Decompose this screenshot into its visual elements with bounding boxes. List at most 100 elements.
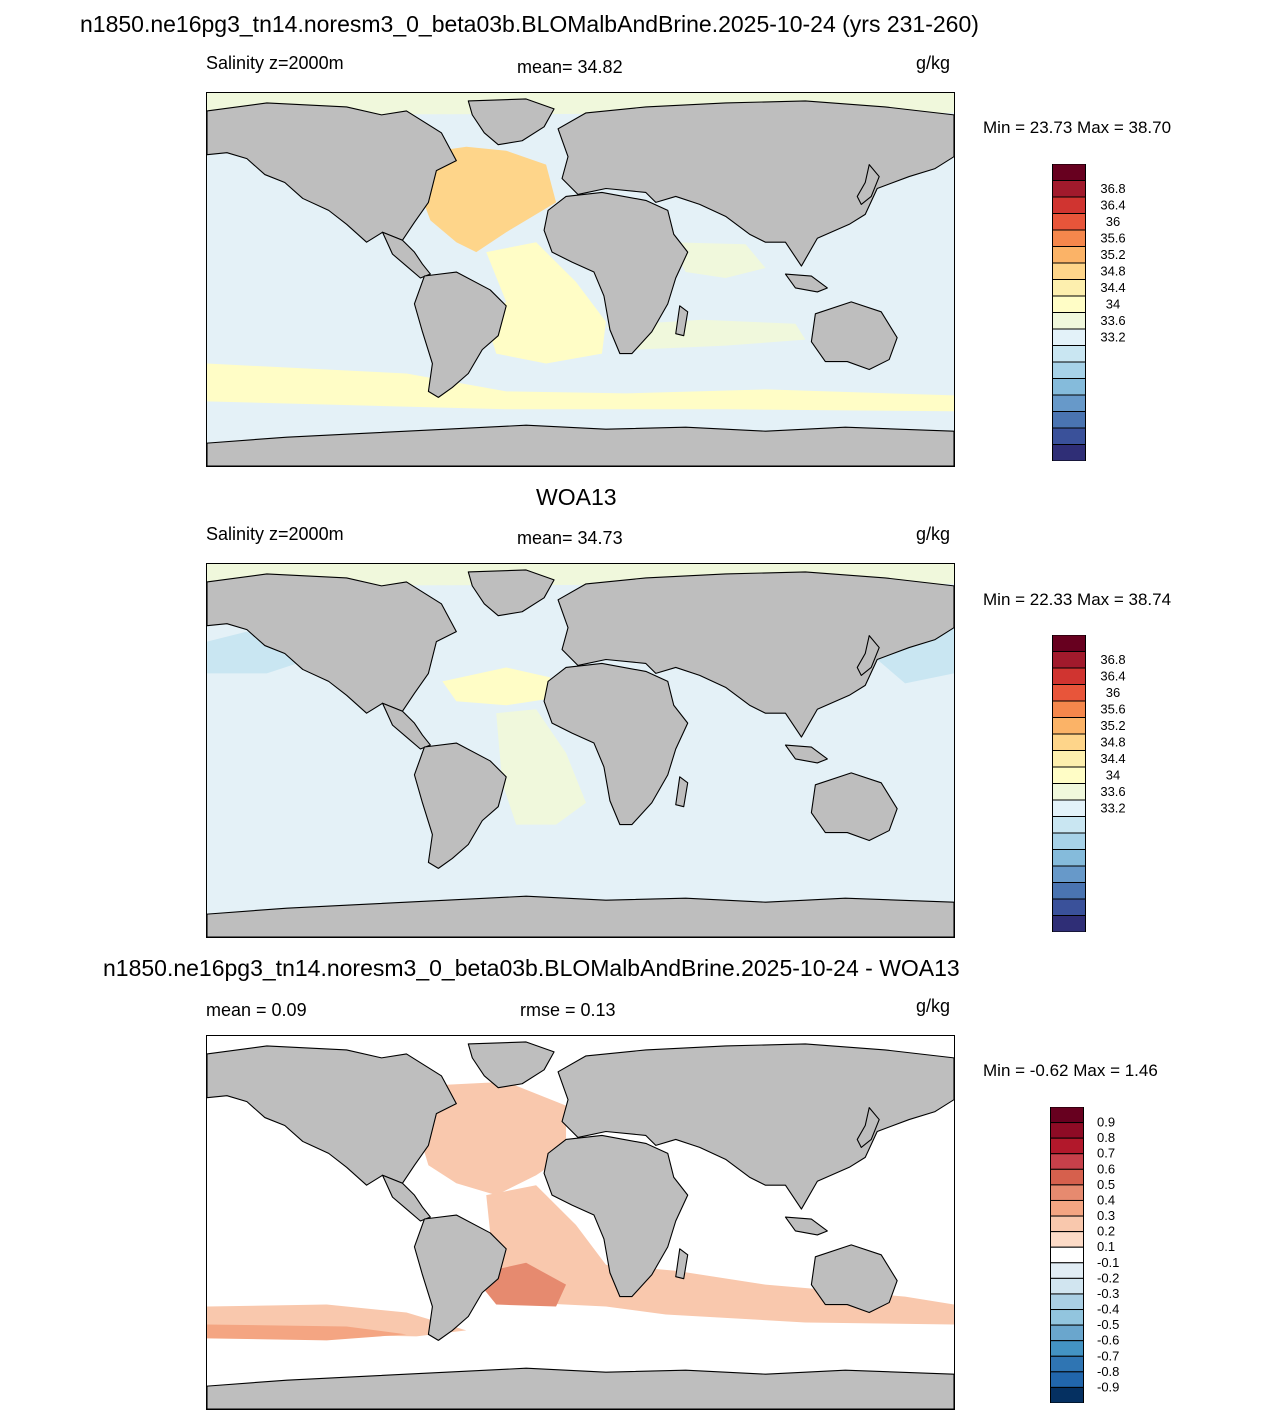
colorbar-swatch	[1052, 394, 1086, 412]
colorbar-swatch	[1050, 1277, 1084, 1295]
colorbar-swatch	[1050, 1309, 1084, 1326]
colorbar-swatch	[1052, 766, 1086, 784]
colorbar-label: 34.8	[1100, 734, 1125, 749]
land-eurasia	[557, 100, 954, 267]
land-antarctica	[207, 1367, 954, 1409]
colorbar-label: 0.9	[1097, 1115, 1115, 1130]
colorbar-swatch	[1052, 312, 1086, 330]
panel1-mean-label: mean= 34.82	[517, 57, 623, 77]
colorbar-swatch	[1052, 783, 1086, 801]
panel3-min-max: Min = -0.62 Max = 1.46	[983, 1061, 1158, 1080]
colorbar-swatch	[1052, 684, 1086, 702]
land-central-america	[381, 1174, 431, 1222]
salinity-region	[207, 631, 297, 674]
land-africa	[543, 662, 689, 826]
colorbar-swatch	[1050, 1293, 1084, 1311]
panel2-map	[206, 563, 955, 938]
panel2-units: g/kg	[916, 524, 951, 544]
colorbar-label: -0.5	[1097, 1317, 1119, 1332]
colorbar-label: 0.6	[1097, 1161, 1115, 1176]
colorbar-swatch	[1050, 1355, 1084, 1373]
colorbar-swatch	[1052, 667, 1086, 685]
colorbar-label: 0.4	[1097, 1192, 1115, 1207]
colorbar-swatch	[1050, 1184, 1084, 1201]
colorbar-swatch	[1050, 1199, 1084, 1217]
colorbar-swatch	[1050, 1215, 1084, 1233]
panel2-min-max: Min = 22.33 Max = 38.74	[983, 590, 1172, 609]
colorbar-label: 0.2	[1097, 1224, 1115, 1239]
land-central-america	[381, 231, 431, 279]
colorbar-swatch	[1052, 750, 1086, 768]
panel3-map	[206, 1035, 955, 1410]
colorbar-label: 36.4	[1100, 668, 1125, 683]
land-eurasia	[557, 1043, 954, 1210]
colorbar-swatch	[1052, 345, 1086, 363]
land-indonesia	[784, 273, 828, 293]
salinity-region	[442, 667, 551, 706]
land-greenland	[467, 1041, 555, 1089]
colorbar-swatch	[1050, 1231, 1084, 1248]
colorbar-swatch	[1052, 634, 1086, 652]
land-eurasia	[557, 571, 954, 738]
colorbar-swatch	[1050, 1153, 1084, 1170]
colorbar-label: 33.6	[1100, 784, 1125, 799]
land-indonesia	[784, 744, 828, 764]
land-south-america	[413, 271, 507, 398]
colorbar-label: -0.7	[1097, 1348, 1119, 1363]
panel1-units: g/kg	[916, 53, 951, 73]
colorbar-label: 33.6	[1100, 313, 1125, 328]
land-north-america	[207, 102, 457, 243]
panel1-min-max: Min = 23.73 Max = 38.70	[983, 118, 1172, 137]
colorbar-label: 34.4	[1100, 280, 1125, 295]
colorbar-label: 36	[1106, 685, 1120, 700]
land-greenland	[467, 98, 555, 146]
colorbar-label: 36.8	[1100, 181, 1125, 196]
map-svg	[207, 93, 954, 466]
colorbar-swatch	[1052, 378, 1086, 396]
colorbar-swatch	[1052, 865, 1086, 883]
salinity-region	[605, 319, 806, 350]
colorbar-label: -0.8	[1097, 1364, 1119, 1379]
panel2-title: WOA13	[536, 484, 617, 510]
colorbar-label: -0.3	[1097, 1286, 1119, 1301]
land-japan	[856, 1107, 880, 1148]
colorbar-swatch	[1052, 444, 1086, 462]
land-north-america	[207, 1045, 457, 1186]
colorbar-swatch	[1052, 898, 1086, 916]
salinity-region	[416, 1081, 567, 1196]
colorbar-swatch	[1052, 816, 1086, 834]
colorbar-label: 35.2	[1100, 718, 1125, 733]
salinity-region	[496, 709, 586, 825]
colorbar-swatch	[1052, 196, 1086, 214]
colorbar-swatch	[1050, 1324, 1084, 1342]
land-africa	[543, 1134, 689, 1298]
panel2-colorbar: 36.8 36.4 36 35.6 35.2 34.8 34.4 34 33.6 33.2	[1052, 634, 1162, 933]
colorbar-label: 35.6	[1100, 230, 1125, 245]
colorbar-swatch	[1052, 163, 1086, 181]
land-indonesia	[784, 1216, 828, 1236]
colorbar-label: -0.4	[1097, 1302, 1119, 1317]
colorbar-label: 34.8	[1100, 263, 1125, 278]
land-madagascar	[675, 305, 689, 337]
panel3-rmse-label: rmse = 0.13	[520, 1000, 616, 1020]
colorbar-label: -0.6	[1097, 1333, 1119, 1348]
colorbar-swatch	[1052, 717, 1086, 735]
land-antarctica	[207, 424, 954, 466]
land-africa	[543, 191, 689, 355]
land-madagascar	[675, 1248, 689, 1280]
colorbar-swatch	[1052, 882, 1086, 900]
panel2-variable-label: Salinity z=2000m	[206, 524, 344, 544]
panel1-colorbar: 36.8 36.4 36 35.6 35.2 34.8 34.4 34 33.6 33.2	[1052, 163, 1162, 462]
salinity-region	[486, 242, 606, 364]
colorbar-swatch	[1052, 180, 1086, 198]
colorbar-swatch	[1050, 1168, 1084, 1186]
colorbar-label: 0.7	[1097, 1146, 1115, 1161]
colorbar-label: 35.6	[1100, 701, 1125, 716]
colorbar-label: 33.2	[1100, 329, 1125, 344]
colorbar-swatch	[1052, 229, 1086, 247]
colorbar-label: -0.2	[1097, 1270, 1119, 1285]
colorbar-swatch	[1052, 295, 1086, 313]
colorbar-label: -0.9	[1097, 1379, 1119, 1394]
